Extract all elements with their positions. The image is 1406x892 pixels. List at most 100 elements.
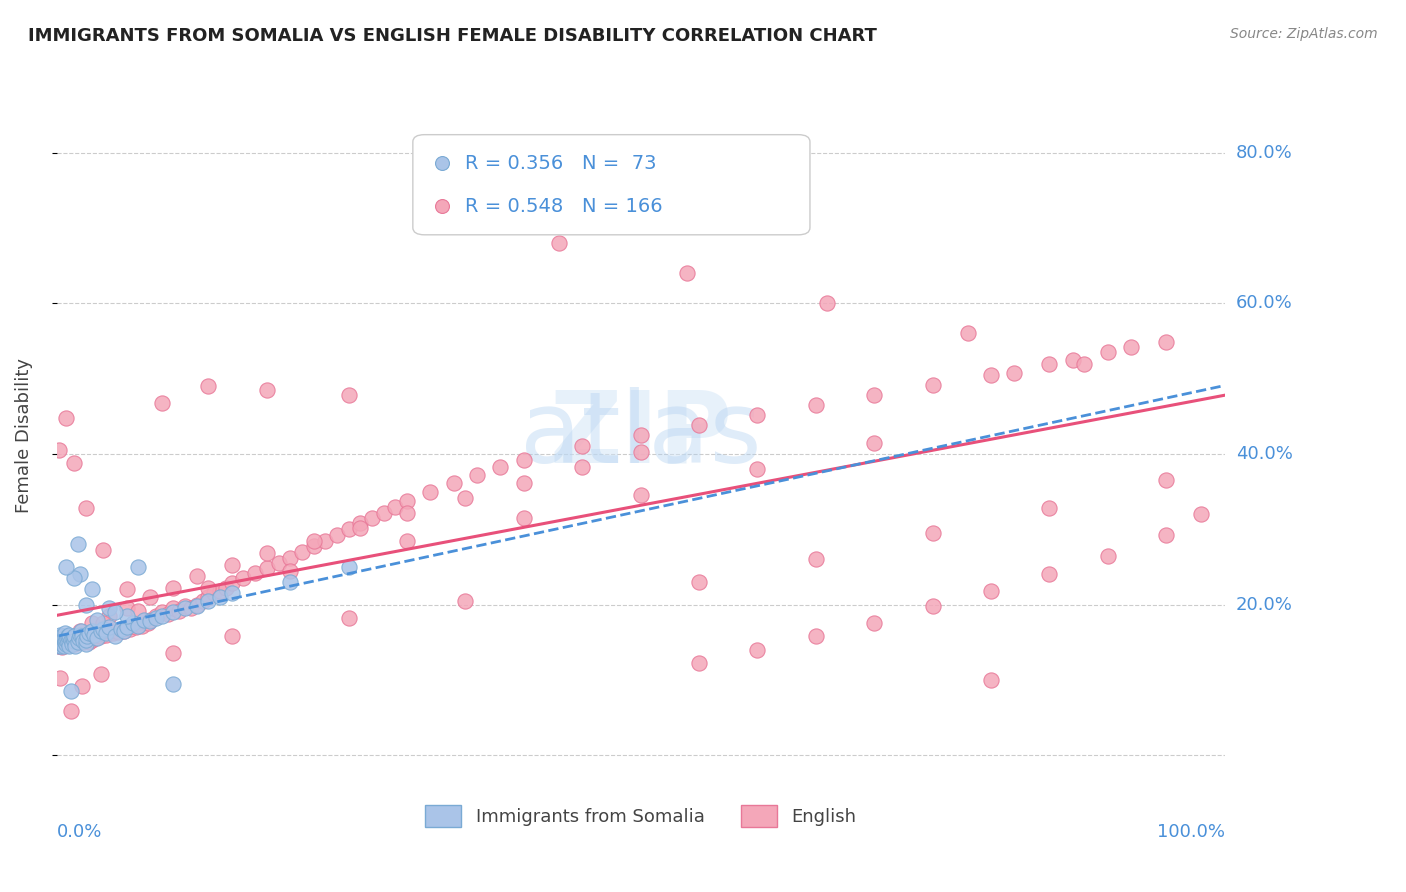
- Point: [817, 296, 839, 310]
- Point: [72, 633, 94, 648]
- Point: [747, 642, 769, 657]
- Point: [630, 445, 652, 459]
- Point: [197, 379, 219, 393]
- Point: [1154, 528, 1177, 542]
- Point: [51, 635, 73, 649]
- Text: 40.0%: 40.0%: [1236, 445, 1292, 463]
- Point: [51, 635, 73, 649]
- Point: [134, 613, 156, 627]
- Point: [465, 468, 488, 483]
- Point: [91, 543, 114, 558]
- Point: [58, 635, 80, 649]
- Point: [52, 632, 75, 647]
- Point: [104, 629, 127, 643]
- Point: [1154, 335, 1177, 350]
- Point: [1121, 340, 1143, 354]
- Point: [186, 598, 208, 612]
- Point: [65, 632, 87, 646]
- Point: [162, 581, 184, 595]
- Point: [688, 418, 710, 433]
- Point: [101, 626, 124, 640]
- Point: [56, 637, 79, 651]
- Point: [115, 620, 138, 634]
- Point: [58, 639, 80, 653]
- Point: [209, 584, 232, 599]
- Point: [51, 639, 73, 653]
- Point: [72, 632, 94, 646]
- Point: [69, 630, 91, 644]
- Point: [63, 629, 86, 643]
- Point: [63, 571, 86, 585]
- Point: [131, 618, 153, 632]
- Point: [804, 398, 827, 412]
- Point: [373, 506, 395, 520]
- Point: [80, 616, 103, 631]
- Point: [65, 633, 87, 648]
- Point: [980, 584, 1002, 599]
- Point: [1038, 501, 1060, 516]
- Point: [98, 608, 121, 623]
- Point: [53, 635, 76, 649]
- Point: [69, 567, 91, 582]
- Point: [630, 488, 652, 502]
- Point: [232, 571, 254, 585]
- Point: [202, 586, 225, 600]
- Point: [395, 493, 418, 508]
- Point: [162, 647, 184, 661]
- Point: [863, 388, 886, 402]
- Text: 0.0%: 0.0%: [56, 823, 103, 841]
- Point: [70, 624, 93, 638]
- Point: [395, 506, 418, 520]
- Point: [58, 629, 80, 643]
- Point: [197, 581, 219, 595]
- Point: [84, 632, 107, 646]
- Point: [1002, 366, 1025, 380]
- Point: [49, 632, 72, 646]
- Point: [67, 632, 90, 646]
- Point: [127, 603, 149, 617]
- Point: [90, 624, 112, 638]
- Point: [65, 639, 87, 653]
- Point: [120, 622, 142, 636]
- Point: [419, 484, 441, 499]
- Point: [55, 410, 77, 425]
- Point: [75, 637, 97, 651]
- Point: [79, 626, 101, 640]
- Point: [156, 607, 179, 621]
- Point: [115, 601, 138, 615]
- Point: [51, 633, 73, 648]
- Point: [513, 475, 536, 490]
- Point: [60, 635, 83, 649]
- Point: [150, 395, 173, 409]
- Point: [69, 624, 91, 638]
- Point: [430, 198, 453, 212]
- Point: [278, 574, 301, 589]
- Point: [688, 657, 710, 671]
- Point: [66, 635, 89, 649]
- Point: [80, 582, 103, 597]
- Point: [63, 456, 86, 470]
- Point: [104, 605, 127, 619]
- Point: [52, 639, 75, 653]
- Point: [513, 511, 536, 525]
- Point: [162, 605, 184, 619]
- Point: [76, 629, 98, 643]
- Point: [62, 632, 84, 646]
- Point: [221, 558, 243, 573]
- Point: [1038, 357, 1060, 371]
- Point: [79, 635, 101, 649]
- Point: [49, 627, 72, 641]
- Point: [1073, 357, 1095, 371]
- Point: [337, 611, 360, 625]
- Point: [186, 569, 208, 583]
- Point: [55, 632, 77, 647]
- Point: [167, 603, 190, 617]
- Point: [326, 528, 349, 542]
- Y-axis label: Female Disability: Female Disability: [15, 358, 32, 513]
- Point: [115, 620, 138, 634]
- Point: [63, 633, 86, 648]
- Text: IMMIGRANTS FROM SOMALIA VS ENGLISH FEMALE DISABILITY CORRELATION CHART: IMMIGRANTS FROM SOMALIA VS ENGLISH FEMAL…: [28, 27, 877, 45]
- Point: [75, 630, 97, 644]
- Point: [150, 608, 173, 623]
- Point: [136, 616, 159, 631]
